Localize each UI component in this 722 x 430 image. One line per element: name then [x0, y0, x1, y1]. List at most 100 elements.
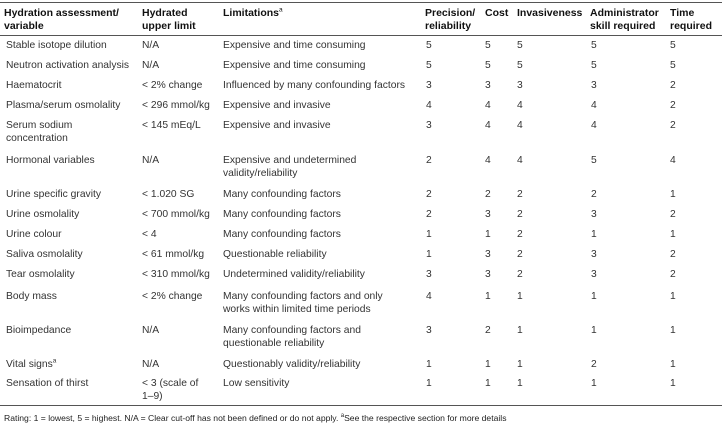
cell-upper-limit: N/A — [142, 155, 160, 166]
cell-invasiveness: 5 — [517, 40, 523, 51]
cell-upper-limit: < 2% change — [142, 291, 203, 302]
cell-invasiveness: 1 — [517, 378, 523, 389]
cell-cost: 4 — [485, 100, 491, 111]
cell-precision: 1 — [426, 249, 432, 260]
header-precision: Precision/ reliability — [425, 7, 476, 32]
cell-limitation: Many confounding factors and questionabl… — [223, 325, 361, 349]
header-skill: Administrator skill required — [590, 7, 659, 32]
cell-time: 5 — [670, 40, 676, 51]
header-assessment: Hydration assessment/ variable — [4, 7, 119, 32]
header-limitations-marker: a — [279, 6, 283, 14]
cell-limitation: Many confounding factors and only works … — [223, 291, 383, 315]
cell-upper-limit: < 3 (scale of 1–9) — [142, 378, 199, 402]
cell-cost: 4 — [485, 155, 491, 166]
cell-precision: 3 — [426, 120, 432, 131]
cell-precision: 1 — [426, 229, 432, 240]
cell-precision: 2 — [426, 209, 432, 220]
cell-skill: 3 — [591, 209, 597, 220]
cell-variable: Urine specific gravity — [6, 189, 101, 200]
cell-skill: 4 — [591, 120, 597, 131]
cell-variable-marker: a — [52, 357, 57, 365]
cell-cost: 1 — [485, 378, 491, 389]
cell-invasiveness: 1 — [517, 359, 523, 370]
cell-invasiveness: 2 — [517, 189, 523, 200]
cell-skill: 3 — [591, 80, 597, 91]
cell-variable: Serum sodium concentration — [6, 120, 73, 144]
header-invasiveness: Invasiveness — [517, 7, 583, 19]
cell-invasiveness: 4 — [517, 100, 523, 111]
cell-cost: 1 — [485, 359, 491, 370]
cell-precision: 4 — [426, 100, 432, 111]
cell-limitation: Expensive and time consuming — [223, 40, 366, 51]
cell-upper-limit: < 310 mmol/kg — [142, 269, 210, 280]
cell-upper-limit: N/A — [142, 359, 160, 370]
cell-limitation: Influenced by many confounding factors — [223, 80, 406, 91]
cell-invasiveness: 1 — [517, 325, 523, 336]
cell-precision: 3 — [426, 80, 432, 91]
cell-time: 1 — [670, 359, 676, 370]
cell-variable: Plasma/serum osmolality — [6, 100, 121, 111]
cell-limitation: Many confounding factors — [223, 209, 341, 220]
cell-variable: Saliva osmolality — [6, 249, 83, 260]
cell-variable: Sensation of thirst — [6, 378, 89, 389]
cell-skill: 4 — [591, 100, 597, 111]
cell-skill: 3 — [591, 249, 597, 260]
cell-time: 1 — [670, 325, 676, 336]
cell-precision: 1 — [426, 378, 432, 389]
cell-skill: 2 — [591, 189, 597, 200]
cell-cost: 3 — [485, 209, 491, 220]
cell-skill: 1 — [591, 325, 597, 336]
table-bottom-rule — [0, 405, 722, 406]
cell-time: 1 — [670, 291, 676, 302]
cell-variable: Neutron activation analysis — [6, 60, 130, 71]
cell-cost: 2 — [485, 189, 491, 200]
cell-precision: 5 — [426, 60, 432, 71]
cell-skill: 1 — [591, 229, 597, 240]
cell-invasiveness: 5 — [517, 60, 523, 71]
cell-invasiveness: 4 — [517, 120, 523, 131]
cell-cost: 4 — [485, 120, 491, 131]
cell-time: 4 — [670, 155, 676, 166]
cell-time: 1 — [670, 189, 676, 200]
cell-skill: 5 — [591, 60, 597, 71]
cell-skill: 5 — [591, 40, 597, 51]
header-upper-limit: Hydrated upper limit — [142, 7, 196, 32]
cell-upper-limit: N/A — [142, 325, 160, 336]
cell-variable: Bioimpedance — [6, 325, 72, 336]
cell-invasiveness: 2 — [517, 209, 523, 220]
cell-upper-limit: < 1.020 SG — [142, 189, 195, 200]
cell-precision: 2 — [426, 155, 432, 166]
cell-skill: 3 — [591, 269, 597, 280]
cell-precision: 3 — [426, 269, 432, 280]
cell-limitation: Expensive and time consuming — [223, 60, 366, 71]
cell-time: 5 — [670, 60, 676, 71]
cell-precision: 2 — [426, 189, 432, 200]
cell-time: 2 — [670, 80, 676, 91]
cell-cost: 5 — [485, 60, 491, 71]
cell-skill: 5 — [591, 155, 597, 166]
cell-variable: Hormonal variables — [6, 155, 95, 166]
cell-precision: 1 — [426, 359, 432, 370]
cell-limitation: Undetermined validity/reliability — [223, 269, 365, 280]
cell-limitation: Questionably validity/reliability — [223, 359, 361, 370]
cell-variable: Urine colour — [6, 229, 62, 240]
cell-cost: 3 — [485, 249, 491, 260]
footnote-marker: a — [340, 413, 345, 420]
cell-limitation: Low sensitivity — [223, 378, 290, 389]
cell-time: 2 — [670, 120, 676, 131]
cell-time: 2 — [670, 209, 676, 220]
cell-limitation: Questionable reliability — [223, 249, 327, 260]
cell-cost: 2 — [485, 325, 491, 336]
header-limitations: Limitationsa — [223, 6, 283, 19]
cell-precision: 5 — [426, 40, 432, 51]
cell-upper-limit: < 700 mmol/kg — [142, 209, 210, 220]
cell-time: 1 — [670, 378, 676, 389]
cell-variable: Vital signsa — [6, 357, 57, 370]
cell-limitation: Expensive and invasive — [223, 100, 331, 111]
cell-cost: 3 — [485, 269, 491, 280]
cell-time: 2 — [670, 249, 676, 260]
cell-variable: Stable isotope dilution — [6, 40, 107, 51]
cell-invasiveness: 2 — [517, 229, 523, 240]
cell-upper-limit: < 4 — [142, 229, 157, 240]
cell-limitation: Expensive and invasive — [223, 120, 331, 131]
